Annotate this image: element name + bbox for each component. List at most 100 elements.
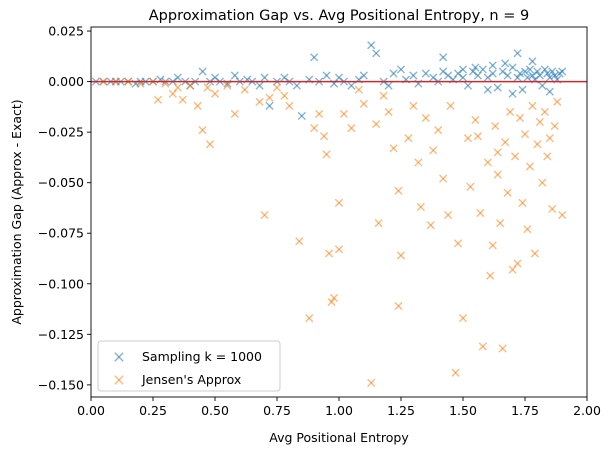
data-point bbox=[272, 83, 282, 92]
y-axis-title: Approximation Gap (Approx - Exact) bbox=[9, 99, 24, 324]
data-point bbox=[347, 123, 356, 133]
data-point bbox=[324, 249, 334, 258]
data-point bbox=[173, 83, 182, 92]
data-point bbox=[508, 89, 517, 98]
x-tick-label: 0.75 bbox=[263, 403, 291, 418]
data-point bbox=[372, 49, 381, 58]
data-point bbox=[260, 210, 269, 220]
data-point bbox=[520, 67, 530, 76]
data-point bbox=[285, 101, 294, 110]
data-point bbox=[523, 225, 532, 234]
y-tick-label: −0.125 bbox=[38, 327, 84, 342]
data-point bbox=[458, 65, 468, 74]
data-point bbox=[538, 178, 547, 187]
data-point bbox=[503, 71, 512, 80]
data-point bbox=[446, 101, 455, 110]
x-tick-label: 0.50 bbox=[201, 403, 229, 418]
data-point bbox=[491, 121, 500, 131]
data-point bbox=[525, 65, 535, 74]
data-point bbox=[334, 198, 344, 207]
legend-marker bbox=[114, 352, 124, 362]
data-point bbox=[493, 148, 502, 157]
data-point bbox=[168, 89, 177, 98]
data-point bbox=[329, 293, 339, 303]
data-point bbox=[478, 65, 487, 74]
data-point bbox=[426, 221, 435, 230]
plot-area bbox=[91, 27, 587, 397]
data-point bbox=[550, 71, 559, 80]
x-axis: 0.00 0.25 0.50 0.75 1.00 1.25 1.50 1.75 2.00 bbox=[77, 397, 601, 418]
data-point bbox=[496, 219, 505, 228]
data-point bbox=[193, 101, 202, 110]
chart-title: Approximation Gap vs. Avg Positional Ent… bbox=[149, 8, 529, 24]
legend-marker bbox=[114, 375, 124, 385]
data-point bbox=[486, 271, 495, 280]
data-point bbox=[553, 97, 562, 106]
data-point bbox=[240, 85, 249, 94]
y-tick-label: −0.150 bbox=[38, 377, 84, 392]
data-point bbox=[538, 81, 547, 90]
data-point bbox=[310, 123, 319, 133]
data-point bbox=[396, 65, 406, 74]
legend-label-jensen: Jensen's Approx bbox=[141, 372, 241, 387]
data-point bbox=[508, 63, 517, 72]
y-tick-label: −0.050 bbox=[38, 175, 84, 190]
data-point bbox=[488, 241, 497, 250]
data-point bbox=[339, 109, 349, 119]
data-point bbox=[203, 83, 212, 92]
data-point bbox=[439, 174, 448, 183]
data-point bbox=[374, 219, 383, 228]
legend: Sampling k = 1000 Jensen's Approx bbox=[97, 340, 281, 392]
data-point bbox=[260, 73, 269, 82]
x-tick-label: 1.75 bbox=[511, 403, 539, 418]
legend-marker-jensen bbox=[114, 375, 124, 385]
data-point bbox=[414, 158, 423, 167]
data-point bbox=[513, 49, 522, 58]
data-point bbox=[503, 188, 512, 197]
data-point bbox=[310, 53, 319, 62]
data-point bbox=[396, 251, 406, 260]
data-point bbox=[327, 297, 336, 307]
data-point bbox=[548, 204, 557, 214]
data-point bbox=[533, 140, 542, 149]
data-point bbox=[535, 117, 544, 127]
data-point bbox=[451, 368, 460, 377]
data-point bbox=[471, 63, 480, 72]
x-axis-title: Avg Positional Entropy bbox=[269, 430, 409, 445]
data-point bbox=[558, 210, 567, 220]
data-point bbox=[429, 146, 438, 155]
legend-marker-sampling bbox=[114, 352, 124, 362]
data-point bbox=[265, 93, 274, 102]
data-point bbox=[513, 73, 522, 82]
data-point bbox=[523, 73, 532, 82]
data-point bbox=[384, 81, 393, 90]
y-tick-label: −0.100 bbox=[38, 276, 84, 291]
data-point bbox=[550, 121, 559, 131]
data-point bbox=[434, 126, 443, 135]
data-point bbox=[223, 81, 232, 90]
data-point bbox=[439, 53, 448, 62]
data-point bbox=[198, 67, 207, 76]
data-point bbox=[463, 81, 473, 90]
legend-box bbox=[97, 340, 281, 392]
data-point bbox=[473, 71, 482, 80]
data-point bbox=[533, 67, 542, 76]
data-point bbox=[255, 97, 264, 106]
data-point bbox=[488, 61, 497, 70]
y-tick-label: 0.000 bbox=[48, 74, 84, 89]
data-point bbox=[473, 132, 482, 141]
data-point bbox=[530, 249, 540, 258]
data-point bbox=[498, 344, 507, 353]
data-point bbox=[421, 69, 430, 78]
data-point bbox=[416, 202, 425, 212]
data-point bbox=[230, 109, 239, 119]
data-point bbox=[558, 67, 567, 76]
series-jensen bbox=[99, 77, 567, 387]
data-point bbox=[265, 101, 274, 110]
data-point bbox=[305, 314, 314, 323]
data-point bbox=[210, 89, 220, 98]
data-point bbox=[471, 115, 480, 125]
data-point bbox=[540, 107, 549, 117]
data-point bbox=[389, 69, 398, 78]
